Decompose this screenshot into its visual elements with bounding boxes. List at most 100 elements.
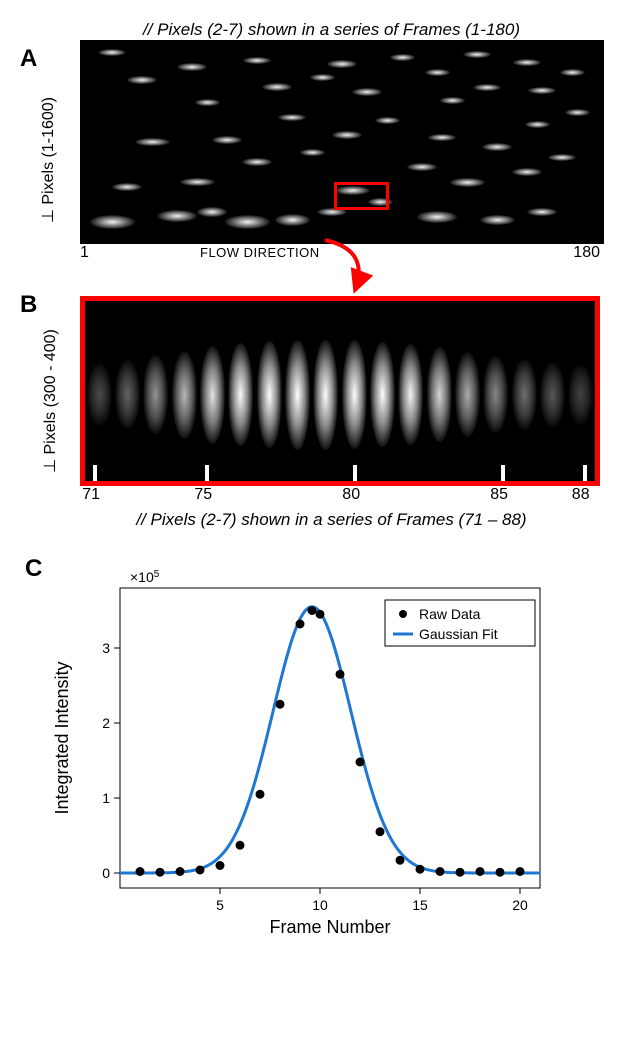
panel-b-label: B <box>20 291 37 319</box>
data-point <box>196 866 205 875</box>
data-point <box>156 868 165 877</box>
xtick-label: 20 <box>512 897 528 913</box>
blob <box>177 63 207 71</box>
frame-gap <box>365 301 371 481</box>
blob <box>310 74 335 81</box>
y-exponent: ×105 <box>130 569 160 586</box>
blob <box>112 183 142 191</box>
tick-bar <box>205 465 209 481</box>
data-point <box>496 868 505 877</box>
data-point <box>476 867 485 876</box>
legend-marker-dot <box>399 610 407 618</box>
panel-b-xtick: 85 <box>490 486 508 504</box>
panel-b: B ⊥ Pixels (300 - 400) 7175808588 // Pix… <box>20 296 603 530</box>
blob <box>278 114 306 121</box>
data-point <box>236 841 245 850</box>
frame-lobe <box>285 340 310 450</box>
panel-b-caption: // Pixels (2-7) shown in a series of Fra… <box>60 510 603 530</box>
frame-gap <box>224 301 230 481</box>
xtick-label: 10 <box>312 897 328 913</box>
blob <box>352 88 382 96</box>
panel-c-label: C <box>25 555 42 583</box>
blob <box>195 99 220 106</box>
panel-a-flow-text: FLOW DIRECTION <box>200 245 320 260</box>
blob <box>375 117 400 124</box>
frame-gap <box>422 301 428 481</box>
panel-b-image <box>80 296 600 486</box>
data-point <box>376 827 385 836</box>
legend-label: Gaussian Fit <box>419 626 498 642</box>
blob <box>527 208 557 216</box>
frame-lobe <box>455 352 480 437</box>
blob <box>212 136 242 144</box>
panel-c: C 51015200123Frame NumberIntegrated Inte… <box>50 560 603 943</box>
frame-gap <box>252 301 258 481</box>
frame-lobe <box>512 359 537 431</box>
frame-gap <box>167 301 173 481</box>
blob <box>243 57 271 64</box>
data-point <box>176 867 185 876</box>
panel-b-xtick: 71 <box>82 486 100 504</box>
panel-b-xtick: 80 <box>342 486 360 504</box>
blob <box>565 109 590 116</box>
data-point <box>396 856 405 865</box>
frame-lobe <box>370 342 395 448</box>
blob <box>528 87 556 94</box>
frame-gap <box>564 301 570 481</box>
blob <box>425 69 450 76</box>
frame-lobe <box>427 347 452 442</box>
panel-a-title: // Pixels (2-7) shown in a series of Fra… <box>60 20 603 40</box>
data-point <box>356 758 365 767</box>
blob <box>450 178 485 187</box>
frame-gap <box>479 301 485 481</box>
frame-lobe <box>172 351 197 439</box>
ytick-label: 1 <box>102 790 110 806</box>
blob <box>525 121 550 128</box>
blob <box>180 178 215 186</box>
panel-a-label: A <box>20 45 37 73</box>
blob <box>513 59 541 66</box>
blob <box>135 138 170 146</box>
frame-gap <box>195 301 201 481</box>
frame-lobe <box>568 364 593 426</box>
blob <box>417 211 457 223</box>
frame-lobe <box>143 355 168 435</box>
data-point <box>308 606 317 615</box>
data-point <box>416 865 425 874</box>
xtick-label: 15 <box>412 897 428 913</box>
ytick-label: 2 <box>102 715 110 731</box>
blob <box>390 54 415 61</box>
frame-gap <box>309 301 315 481</box>
tick-bar <box>501 465 505 481</box>
data-point <box>296 620 305 629</box>
blob <box>90 215 135 229</box>
frame-gap <box>280 301 286 481</box>
blob <box>548 154 576 161</box>
panel-b-xticks: 7175808588 <box>80 486 600 506</box>
blob <box>127 76 157 84</box>
blob <box>262 83 292 91</box>
blob <box>480 215 515 225</box>
blob <box>463 51 491 58</box>
tick-bar <box>353 465 357 481</box>
blob <box>197 207 227 217</box>
panel-b-xtick: 88 <box>572 486 590 504</box>
frame-lobe <box>540 362 565 428</box>
tick-bar <box>583 465 587 481</box>
blob <box>242 158 272 166</box>
blob <box>300 149 325 156</box>
data-point <box>136 867 145 876</box>
frame-lobe <box>398 344 423 446</box>
panel-b-ylabel: ⊥ Pixels (300 - 400) <box>40 329 60 473</box>
blob <box>482 143 512 151</box>
legend-label: Raw Data <box>419 606 481 622</box>
data-point <box>216 861 225 870</box>
blob <box>473 84 501 91</box>
blob <box>327 60 357 68</box>
panel-a-image <box>80 40 604 244</box>
ytick-label: 0 <box>102 865 110 881</box>
panel-a-ylabel: ⊥ Pixels (1-1600) <box>38 97 58 223</box>
blob <box>157 210 197 222</box>
blob <box>407 163 437 171</box>
data-point <box>436 867 445 876</box>
